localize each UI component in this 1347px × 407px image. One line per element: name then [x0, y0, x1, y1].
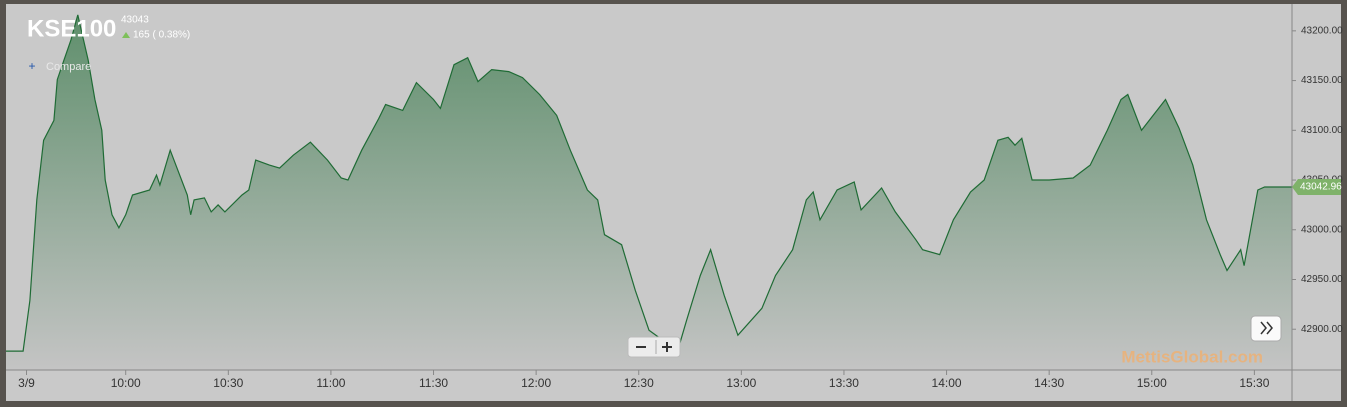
- ticker: KSE100: [27, 15, 116, 42]
- compare-icon[interactable]: +: [28, 59, 35, 73]
- y-tick-label: 43200.00: [1301, 25, 1343, 36]
- x-tick-label: 12:00: [521, 376, 551, 390]
- x-tick-label: 10:30: [213, 376, 243, 390]
- x-tick-label: 12:30: [624, 376, 654, 390]
- y-tick-label: 43150.00: [1301, 75, 1343, 86]
- last-value-tag: [1292, 179, 1341, 196]
- y-tick-label: 43000.00: [1301, 224, 1343, 235]
- y-tick-label: 42950.00: [1301, 274, 1343, 285]
- last-value-label: 43042.96: [1300, 182, 1342, 193]
- x-tick-label: 14:30: [1034, 376, 1064, 390]
- x-tick-label: 13:00: [726, 376, 756, 390]
- chevron: [1260, 321, 1267, 335]
- change: 165 ( 0.38%): [133, 30, 190, 41]
- x-tick-label: 11:30: [419, 376, 448, 390]
- x-tick-label: 15:00: [1137, 376, 1167, 390]
- y-tick-label: 43100.00: [1301, 125, 1343, 136]
- zoom-box: [627, 336, 681, 358]
- price: 43043: [121, 15, 149, 26]
- up-arrow: [122, 32, 130, 38]
- line: [6, 14, 1292, 357]
- x-tick-label: 15:30: [1239, 376, 1269, 390]
- watermark: MettisGlobal.com: [1121, 347, 1263, 366]
- x-tick-label: 3/9: [18, 376, 35, 390]
- x-tick-label: 14:00: [932, 376, 962, 390]
- zoom-controls: [627, 336, 681, 358]
- chevron: [1266, 321, 1273, 335]
- x-tick-label: 11:00: [316, 376, 345, 390]
- x-tick-label: 13:30: [829, 376, 859, 390]
- y-tick-label: 42900.00: [1301, 324, 1343, 335]
- area: [6, 14, 1292, 371]
- x-tick-label: 10:00: [111, 376, 141, 390]
- compare[interactable]: Compare: [46, 61, 91, 73]
- scroll-button[interactable]: [1250, 315, 1282, 342]
